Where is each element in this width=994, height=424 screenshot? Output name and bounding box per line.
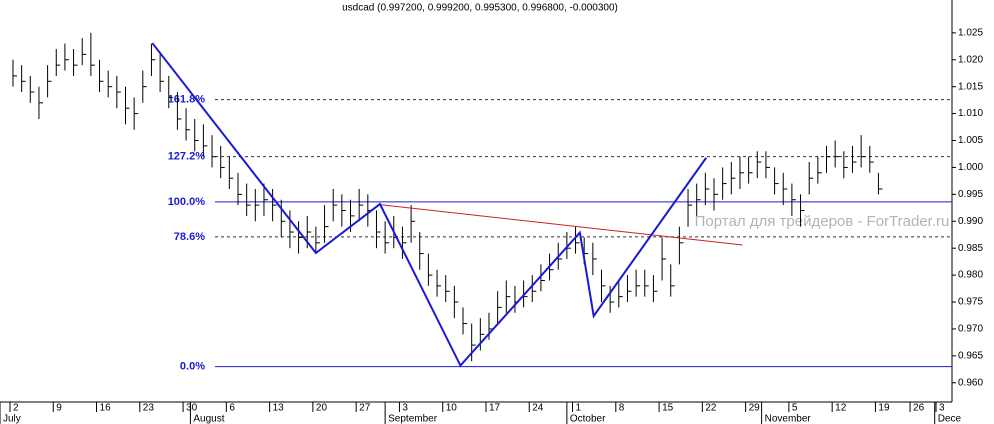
x-tick-label: 23 xyxy=(143,403,155,414)
x-tick-label: 24 xyxy=(532,403,544,414)
x-tick-label: 30 xyxy=(186,403,198,414)
x-tick-label: 16 xyxy=(100,403,112,414)
x-tick-label: 22 xyxy=(705,403,717,414)
month-label: Dece xyxy=(938,414,962,424)
x-tick-label: 17 xyxy=(489,403,501,414)
month-label: November xyxy=(765,414,812,424)
x-tick-label: 26 xyxy=(913,403,925,414)
month-label: September xyxy=(388,414,438,424)
y-tick-label: 1.015 xyxy=(958,81,983,92)
y-tick-label: 0.965 xyxy=(958,350,983,361)
x-tick-label: 2 xyxy=(13,403,19,414)
month-label: August xyxy=(193,414,224,424)
trend-line xyxy=(379,204,743,246)
chart-title: usdcad (0.997200, 0.999200, 0.995300, 0.… xyxy=(342,3,618,14)
x-tick-label: 19 xyxy=(878,403,890,414)
month-label: July xyxy=(3,414,21,424)
zigzag-line xyxy=(151,42,708,368)
y-tick-label: 0.975 xyxy=(958,297,983,308)
watermark: Портал для трейдеров - ForTrader.ru xyxy=(695,213,950,230)
y-tick-label: 0.995 xyxy=(958,189,983,200)
fib-label: 0.0% xyxy=(180,361,205,373)
y-tick-label: 0.985 xyxy=(958,243,983,254)
x-tick-label: 9 xyxy=(56,403,62,414)
x-tick-label: 3 xyxy=(939,403,945,414)
x-tick-label: 8 xyxy=(619,403,625,414)
y-tick-label: 0.970 xyxy=(958,324,983,335)
fib-label: 100.0% xyxy=(168,196,206,208)
y-tick-label: 1.005 xyxy=(958,135,983,146)
x-tick-label: 27 xyxy=(359,403,371,414)
fib-label: 127.2% xyxy=(168,151,206,163)
x-tick-label: 13 xyxy=(273,403,285,414)
y-tick-label: 0.990 xyxy=(958,216,983,227)
x-tick-label: 20 xyxy=(316,403,328,414)
month-label: October xyxy=(570,414,606,424)
y-tick-label: 1.000 xyxy=(958,162,983,173)
y-tick-label: 0.980 xyxy=(958,270,983,281)
x-tick-label: 15 xyxy=(662,403,674,414)
fib-label: 78.6% xyxy=(174,231,205,243)
y-tick-label: 1.025 xyxy=(958,27,983,38)
x-tick-label: 12 xyxy=(835,403,847,414)
x-tick-label: 1 xyxy=(576,403,582,414)
x-tick-label: 3 xyxy=(402,403,408,414)
y-tick-label: 0.960 xyxy=(958,377,983,388)
x-tick-label: 6 xyxy=(229,403,235,414)
x-tick-label: 10 xyxy=(446,403,458,414)
x-tick-label: 5 xyxy=(792,403,798,414)
y-tick-label: 1.010 xyxy=(958,108,983,119)
x-tick-label: 29 xyxy=(749,403,761,414)
y-tick-label: 1.020 xyxy=(958,54,983,65)
